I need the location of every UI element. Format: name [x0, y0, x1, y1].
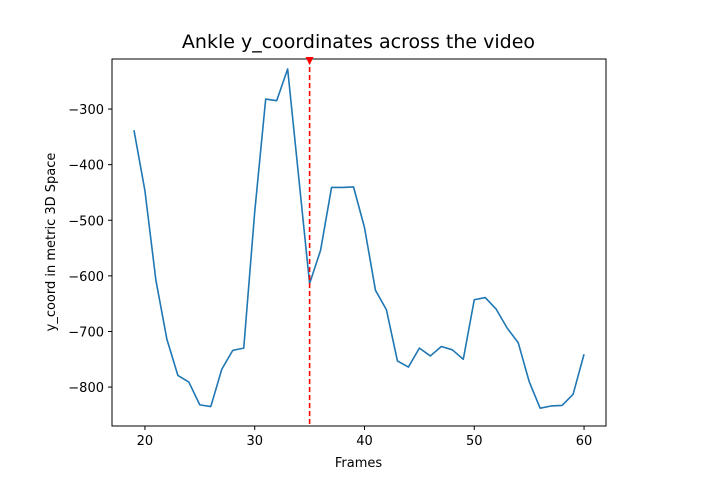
chart-title: Ankle y_coordinates across the video: [182, 31, 535, 53]
x-tick-label: 50: [466, 434, 483, 449]
y-tick-label: −400: [68, 159, 104, 174]
marker-triangle: [305, 57, 314, 65]
x-tick-label: 60: [576, 434, 593, 449]
y-axis-label: y_coord in metric 3D Space: [44, 153, 59, 332]
x-tick-label: 40: [356, 434, 373, 449]
plot-frame: [111, 58, 607, 427]
x-tick-label: 30: [246, 434, 263, 449]
series-line-0: [133, 68, 585, 410]
x-tick-label: 20: [137, 434, 154, 449]
y-tick-label: −800: [68, 381, 104, 396]
y-tick-label: −700: [68, 325, 104, 340]
y-tick-label: −600: [68, 270, 104, 285]
y-tick-label: −500: [68, 214, 104, 229]
plot-area: 20 30 40 50 60 −300 −400 −500 −600 −700 −800: [68, 57, 607, 449]
x-axis-label: Frames: [335, 456, 383, 471]
y-tick-label: −300: [68, 103, 104, 118]
